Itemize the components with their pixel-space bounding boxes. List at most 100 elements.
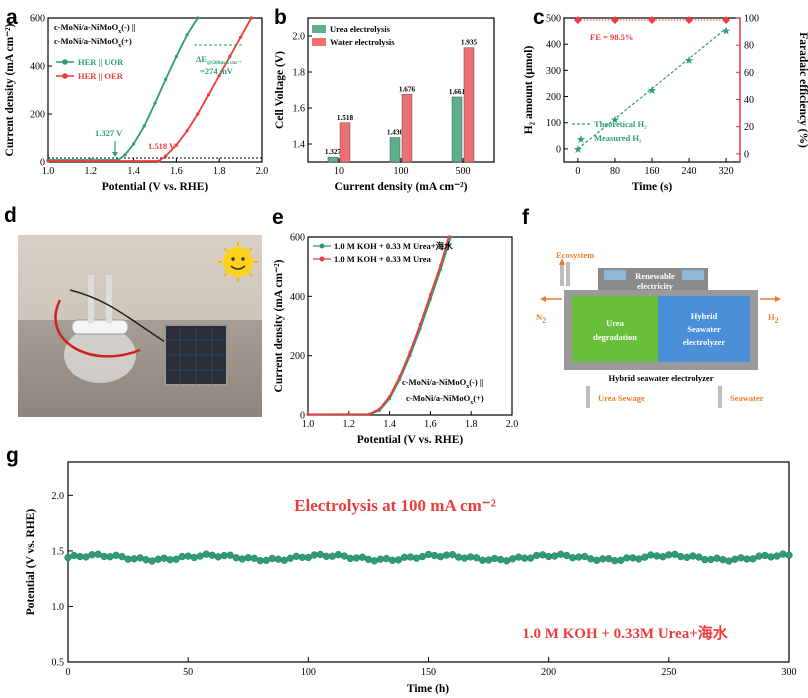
photo-device [18, 235, 262, 417]
stability-point [713, 554, 721, 562]
stability-point [575, 553, 583, 561]
series-point-1 [164, 154, 168, 158]
stability-point [112, 551, 120, 559]
stability-point [629, 554, 637, 562]
legend-urea: Urea electrolysis [330, 24, 391, 34]
stability-point [761, 551, 769, 560]
x-tick-label: 1.6 [424, 419, 437, 430]
stability-point [749, 555, 757, 563]
y-right-tick-label: 0 [744, 149, 749, 160]
fe-label: FE = 98.5% [590, 32, 633, 42]
stability-point [292, 552, 300, 560]
panel-a-legend: HER || UOR HER || OER [56, 57, 124, 81]
legend-water: Water electrolysis [330, 37, 395, 47]
panel-c-ylabel-left: H₂ amount (μmol) [523, 46, 535, 135]
y-tick-label: 100 [546, 118, 561, 129]
y-tick-label: 1.6 [293, 104, 306, 115]
x-tick-label: 500 [456, 166, 471, 177]
y-right-tick-label: 60 [744, 68, 754, 79]
y-tick-label: 300 [546, 66, 561, 77]
series-point-1 [447, 235, 451, 239]
panel-e-letter: e [272, 206, 284, 229]
bar-label: 1.935 [461, 39, 478, 47]
panel-e-axes [307, 236, 513, 416]
stability-point [719, 556, 727, 564]
y-right-tick-label: 100 [744, 14, 759, 25]
bar-label: 1.676 [399, 85, 416, 93]
stability-point [725, 557, 733, 565]
measured-point: ★ [721, 26, 731, 38]
measured-point: ★ [573, 144, 583, 156]
series-line-1 [307, 236, 450, 416]
bar-label: 1.661 [449, 88, 466, 96]
y-tick-label: 0 [556, 144, 561, 155]
series-point-1 [206, 93, 211, 97]
panel-c-legend: Theoretical H₂ ★ Measured H₂ [572, 119, 647, 146]
stability-point [88, 551, 96, 559]
panel-e-ylabel: Current density (mA cm⁻²) [273, 259, 285, 392]
stability-point [683, 553, 691, 561]
x-tick-label: 1.8 [213, 166, 226, 177]
panel-a-axes [47, 17, 263, 163]
x-tick-label: 150 [421, 667, 436, 678]
stability-point [653, 552, 661, 560]
stability-point [166, 556, 174, 564]
stability-point [364, 555, 373, 564]
seawater-label: Seawater [730, 393, 764, 403]
stability-point [442, 551, 451, 559]
bottom-label: Hybrid seawater electrolyzer [609, 373, 714, 383]
legend-e-koh: 1.0 M KOH + 0.33 M Urea [334, 254, 432, 264]
stability-point [76, 552, 84, 561]
stability-point [202, 550, 210, 558]
annot-1518: 1.518 V [148, 141, 176, 151]
series-point-1 [249, 16, 253, 20]
stability-point [130, 555, 138, 563]
stability-point [346, 554, 355, 563]
series-point-1 [239, 35, 243, 39]
panel-e-note-1: c-MoNi/a-NiMoOx(-) || [402, 377, 484, 390]
x-tick-label: 2.0 [506, 419, 519, 430]
x-tick-label: 2.0 [256, 166, 269, 177]
panel-b-ticks: 1.4 1.6 1.8 2.0 10 100 500 [293, 32, 471, 178]
panel-b-bars: 1.327 1.518 1.436 1.676 1.661 1.935 [325, 39, 478, 163]
bar-label: 1.518 [337, 114, 354, 122]
bar-1 [401, 94, 413, 163]
panel-e: e 1.0 1.2 1.4 1.6 1.8 2.0 0 200 400 600 1.0 M KOH… [272, 206, 518, 446]
panel-g-ticks: 0 50 100 150 200 250 300 0.5 1.0 1.5 2.0 [52, 491, 797, 678]
series-point-1 [196, 112, 200, 116]
stability-point [695, 553, 703, 561]
panel-e-legend: 1.0 M KOH + 0.33 M Urea+海水 1.0 M KOH + 0… [313, 241, 453, 264]
panel-a-series [46, 16, 253, 163]
y-right-tick-label: 80 [744, 41, 754, 52]
y-tick-label: 0.5 [52, 658, 65, 669]
stability-point [142, 556, 150, 564]
panel-g-letter: g [6, 444, 19, 467]
x-tick-label: 80 [610, 166, 620, 177]
stability-point [154, 555, 162, 563]
urea-sewage-label: Urea Sewage [598, 393, 645, 403]
panel-c-xlabel: Time (s) [632, 181, 673, 193]
bar-label: 1.327 [325, 148, 342, 156]
y-tick-label: 400 [290, 292, 305, 303]
series-point-1 [418, 323, 422, 327]
x-tick-label: 1.2 [85, 166, 98, 177]
x-tick-label: 0 [575, 166, 580, 177]
x-tick-label: 240 [682, 166, 697, 177]
bar-0 [389, 137, 401, 163]
stability-point [214, 553, 222, 561]
hybrid-seawater-box [658, 296, 750, 362]
x-tick-label: 100 [301, 667, 316, 678]
y-tick-label: 0 [300, 411, 305, 422]
x-tick-label: 50 [183, 667, 193, 678]
hybrid-label-1: Hybrid [691, 311, 718, 321]
panel-g-ylabel: Potential (V vs. RHE) [25, 509, 37, 616]
n2-label: N2 [536, 312, 546, 325]
stability-point [316, 550, 325, 559]
stability-point [376, 555, 385, 563]
y-tick-label: 600 [30, 14, 45, 25]
urea-degradation-box [572, 296, 658, 362]
stability-point [106, 553, 114, 561]
stability-point [514, 553, 523, 561]
stability-point [370, 557, 379, 565]
